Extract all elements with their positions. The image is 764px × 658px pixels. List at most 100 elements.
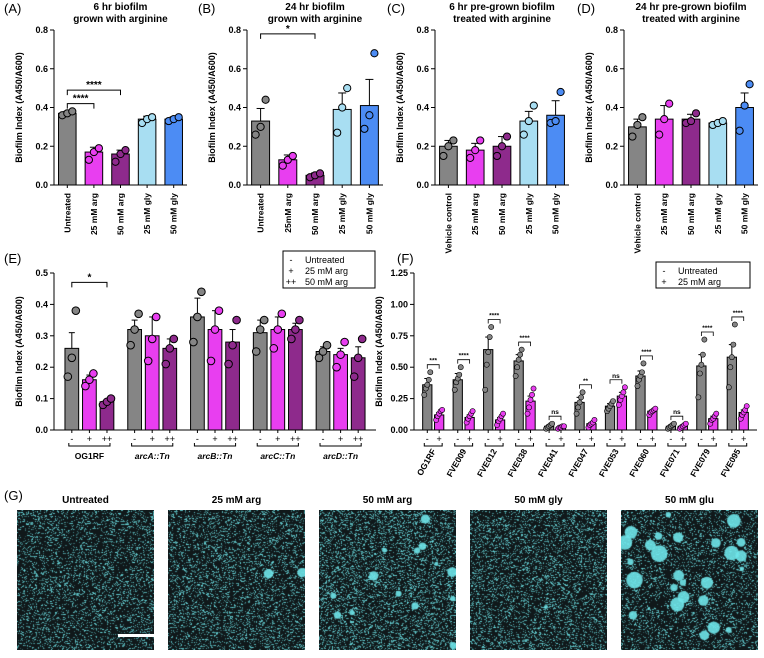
panel-d-x-tick-label: 25 mM arg: [659, 193, 669, 235]
panel-f-legend-label: Untreated: [678, 266, 718, 276]
panel-e-x-tick-label: ++: [165, 434, 176, 444]
panel-b-y-axis-label: Biofilm Index (A450/A600): [207, 52, 217, 163]
panel-f-group-bracket: [484, 443, 504, 447]
panel-d-data-point: [718, 116, 727, 126]
panel-f-group-label: FVE041: [536, 447, 560, 479]
panel-a-bar: [58, 112, 77, 186]
panel-f-significance-bracket: [609, 379, 623, 384]
panel-f-group-label: FVE038: [505, 447, 529, 479]
panel-f-data-point: [482, 386, 489, 393]
panel-d-data-point: [686, 116, 696, 126]
panel-b-label: (B): [198, 1, 215, 16]
panel-f-data-point: [728, 354, 735, 361]
panel-b-data-point: [365, 111, 374, 120]
panel-f-x-tick-label: +: [528, 434, 533, 444]
panel-f-significance-label: ****: [733, 310, 744, 317]
panel-c-data-point: [471, 146, 480, 155]
panel-f-significance-label: ****: [489, 312, 500, 319]
panel-a-data-point: [111, 157, 120, 166]
panel-e-x-tick-label: -: [259, 434, 262, 444]
micrograph-50mm-glu: [621, 510, 758, 650]
panel-a-bar: [137, 118, 157, 186]
panel-b-data-point: [261, 95, 270, 104]
panel-e-data-point: [336, 350, 345, 359]
panel-e-data-point: [255, 325, 265, 334]
panel-f-group-label: FVE071: [658, 447, 682, 479]
panel-f-data-point: [731, 321, 738, 328]
panel-c-x-tick-label: 25 mM gly: [524, 193, 534, 234]
panel-f-group-bracket: [545, 443, 565, 447]
panel-f-data-point: [730, 341, 737, 348]
panel-c-title: 6 hr pre-grown biofilm: [449, 2, 555, 13]
panel-e-data-point: [340, 337, 349, 347]
panel-e-bar: [144, 335, 160, 431]
panel-e-data-point: [349, 372, 359, 381]
panel-e-data-point: [143, 356, 153, 366]
panel-f-significance-bracket: [518, 341, 531, 347]
micrograph-title-50mm-gly: 50 mM gly: [514, 495, 563, 506]
panel-e-x-tick-label: +: [338, 434, 343, 444]
panel-f-group-bracket: [636, 443, 656, 447]
panel-e-significance-bracket: [71, 281, 108, 288]
panel-d-y-tick-label: 0.0: [605, 180, 618, 190]
panel-e-legend-symbol: ++: [286, 277, 297, 287]
panel-f-x-tick-label: +: [680, 434, 685, 444]
panel-b-significance-bracket: [260, 33, 316, 39]
panel-f-data-point: [743, 403, 750, 410]
panel-f-data-point: [427, 369, 434, 376]
panel-b-data-point: [315, 169, 325, 178]
panel-e-data-point: [67, 353, 77, 363]
panel-f-group-label: FVE079: [688, 447, 712, 479]
panel-f-significance-label: ns: [612, 373, 620, 380]
panel-f-x-tick-label: -: [548, 434, 551, 444]
panel-f-data-point: [695, 394, 702, 401]
panel-c-data-point: [476, 136, 485, 145]
panel-a-data-point: [148, 113, 157, 122]
panel-e-data-point: [353, 353, 363, 363]
panel-d-data-point: [633, 120, 642, 130]
panel-e: (E) 0.0 0.1 0.2 0.3 0.4 0.5 Biofilm Index (A450…: [4, 250, 376, 461]
panel-e-data-point: [318, 347, 328, 356]
panel-f-significance-label: ****: [459, 353, 470, 360]
panel-f-group-label: OG1RF: [415, 447, 438, 477]
panel-e-y-tick-label: 0.2: [35, 362, 48, 372]
panel-e-data-point: [151, 312, 161, 322]
panel-e-data-point: [71, 306, 81, 315]
panel-d-y-axis-label: Biofilm Index (A450/A600): [584, 52, 594, 163]
panel-d-data-point: [665, 99, 674, 108]
panel-b-y-tick-label: 0.8: [228, 25, 241, 35]
panel-f-data-point: [518, 346, 525, 353]
panel-e-x-tick-label: ++: [290, 434, 301, 444]
panel-e-data-point: [295, 315, 304, 325]
panel-e-data-point: [273, 325, 283, 334]
panel-c-data-point: [551, 116, 560, 126]
panel-a-data-point: [94, 144, 104, 153]
panel-e-data-point: [210, 325, 220, 334]
panel-b-data-point: [251, 130, 260, 139]
panel-e-data-point: [81, 381, 90, 391]
panel-a-x-tick-label: 25 mM gly: [142, 193, 152, 234]
panel-e-x-tick-label: ++: [227, 434, 238, 444]
panel-f-data-point: [652, 405, 659, 412]
panel-b-y-tick-label: 0.2: [228, 141, 241, 151]
panel-c-y-tick-label: 0.0: [416, 180, 429, 190]
panel-a-significance-label: ****: [73, 94, 89, 105]
panel-e-data-point: [214, 306, 224, 315]
panel-a-significance-label: ****: [86, 80, 102, 91]
panel-f-data-point: [549, 420, 556, 427]
panel-e-data-point: [147, 334, 157, 344]
panel-f-x-tick-label: -: [456, 434, 459, 444]
panel-c-data-point: [497, 142, 507, 151]
panel-a-data-point: [84, 155, 94, 164]
panel-a-title: 6 hr biofilm: [94, 2, 148, 13]
micrograph-title-50mm-glu: 50 mM glu: [665, 495, 714, 506]
micrograph-50mm-gly: [470, 510, 607, 650]
micrograph-title-50mm-arg: 50 mM arg: [362, 495, 413, 506]
micrograph-25mm-arg: [168, 510, 305, 650]
panel-f-data-point: [682, 420, 689, 427]
scale-bar: [118, 634, 156, 637]
panel-b-data-point: [256, 122, 265, 131]
panel-f-x-tick-label: +: [497, 434, 502, 444]
micrograph-untreated: [17, 510, 154, 650]
